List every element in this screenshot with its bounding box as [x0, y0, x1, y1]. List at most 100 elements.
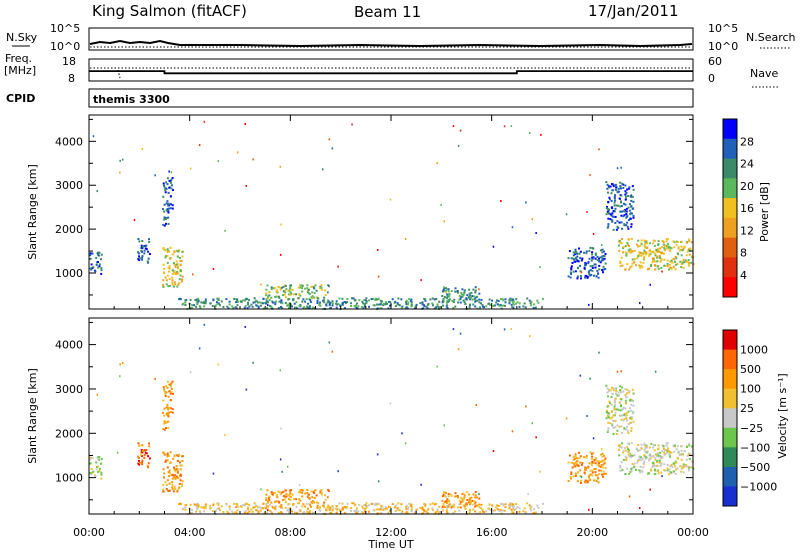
heatmap-cell [666, 451, 669, 454]
heatmap-cell [410, 305, 413, 308]
heatmap-cell [214, 509, 217, 512]
heatmap-cell [318, 506, 321, 509]
heatmap-cell [386, 302, 388, 305]
heatmap-cell [169, 385, 172, 388]
heatmap-cell [245, 184, 248, 187]
heatmap-cell [668, 263, 671, 266]
heatmap-cell [460, 292, 463, 294]
heatmap-cell [624, 268, 627, 271]
heatmap-cell [590, 259, 593, 262]
heatmap-cell [184, 508, 187, 511]
heatmap-cell [607, 191, 609, 194]
heatmap-cell [327, 504, 330, 507]
heatmap-cell [404, 238, 407, 240]
heatmap-cell [384, 301, 387, 304]
heatmap-cell [598, 469, 601, 472]
heatmap-cell [630, 199, 633, 202]
heatmap-cell [141, 459, 144, 462]
heatmap-cell [631, 454, 634, 457]
heatmap-cell [576, 471, 579, 474]
y-tick-label: 1000 [55, 472, 83, 485]
heatmap-cell [450, 290, 453, 292]
heatmap-cell [612, 414, 615, 417]
heatmap-cell [659, 259, 662, 262]
heatmap-cell [225, 503, 228, 506]
heatmap-cell [278, 296, 281, 299]
heatmap-cell [493, 509, 496, 512]
heatmap-cell [308, 510, 311, 513]
heatmap-cell [162, 195, 165, 198]
heatmap-cell [393, 301, 396, 304]
heatmap-cell [655, 249, 658, 252]
heatmap-cell [266, 301, 269, 304]
heatmap-cell [476, 504, 479, 507]
heatmap-cell [138, 255, 140, 258]
heatmap-cell [274, 303, 277, 306]
heatmap-cell [97, 471, 100, 473]
heatmap-cell [306, 305, 309, 308]
heatmap-cell [286, 304, 289, 307]
heatmap-cell [604, 262, 607, 265]
heatmap-cell [598, 257, 600, 260]
heatmap-cell [681, 262, 684, 265]
heatmap-cell [260, 301, 263, 304]
heatmap-cell [618, 249, 621, 252]
heatmap-cell [585, 250, 588, 253]
heatmap-cell [363, 503, 366, 506]
heatmap-cell [496, 508, 499, 511]
heatmap-cell [497, 300, 500, 302]
heatmap-cell [145, 449, 148, 451]
heatmap-cell [620, 370, 622, 373]
heatmap-cell [640, 239, 643, 242]
heatmap-cell [148, 253, 151, 255]
heatmap-cell [669, 455, 671, 458]
heatmap-cell [652, 461, 655, 464]
heatmap-cell [591, 474, 594, 477]
heatmap-cell [572, 254, 575, 257]
heatmap-cell [166, 183, 169, 186]
heatmap-cell [147, 250, 150, 253]
heatmap-cell [601, 455, 604, 458]
heatmap-cell [463, 496, 466, 499]
heatmap-cell [164, 392, 167, 395]
heatmap-cell [335, 306, 338, 309]
heatmap-cell [643, 239, 646, 242]
heatmap-cell [592, 233, 595, 235]
heatmap-cell [579, 374, 582, 377]
heatmap-cell [386, 507, 388, 510]
heatmap-cell [656, 265, 659, 268]
heatmap-cell [270, 492, 273, 495]
heatmap-cell [613, 196, 616, 198]
heatmap-cell [588, 474, 591, 477]
heatmap-cell [266, 501, 269, 504]
power-ylabel: Slant Range [km] [26, 164, 39, 260]
heatmap-cell [446, 288, 449, 291]
heatmap-cell [248, 503, 250, 506]
heatmap-cell [510, 125, 513, 127]
heatmap-cell [171, 488, 174, 491]
heatmap-cell [173, 468, 176, 471]
heatmap-cell [346, 297, 349, 300]
heatmap-cell [609, 402, 611, 405]
heatmap-cell [516, 301, 519, 304]
heatmap-cell [181, 250, 184, 253]
heatmap-cell [306, 306, 309, 309]
heatmap-cell [406, 512, 409, 515]
heatmap-cell [656, 452, 659, 455]
heatmap-cell [465, 491, 468, 494]
heatmap-cell [464, 508, 467, 510]
heatmap-cell [172, 269, 175, 272]
heatmap-cell [515, 507, 518, 510]
heatmap-cell [199, 511, 202, 514]
heatmap-cell [291, 493, 294, 496]
heatmap-cell [468, 288, 471, 291]
heatmap-cell [601, 248, 604, 251]
heatmap-cell [341, 506, 344, 509]
heatmap-cell [618, 239, 621, 242]
heatmap-cell [605, 207, 608, 210]
heatmap-cell [530, 300, 533, 303]
heatmap-cell [362, 307, 365, 310]
heatmap-cell [612, 388, 615, 391]
heatmap-cell [138, 444, 141, 447]
heatmap-cell [363, 304, 366, 307]
